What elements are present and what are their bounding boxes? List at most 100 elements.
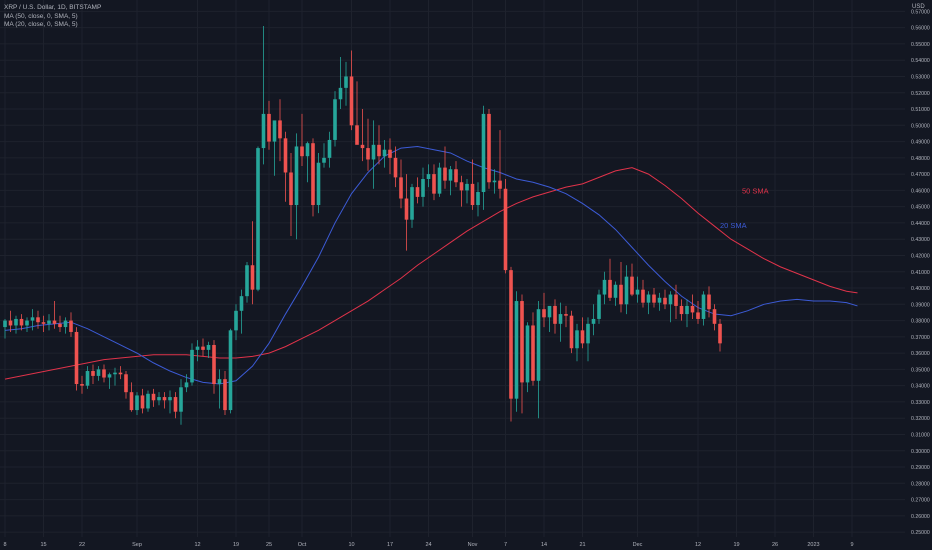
candle-body	[278, 120, 282, 139]
candle-body	[322, 157, 326, 163]
candle	[217, 369, 222, 409]
candle-body	[454, 169, 458, 183]
candle	[536, 301, 541, 419]
candle	[338, 56, 343, 110]
candle-body	[8, 320, 13, 326]
grid	[0, 0, 905, 537]
candle-body	[481, 113, 486, 193]
candle	[652, 288, 656, 308]
candle	[553, 299, 557, 334]
x-tick-label: 14	[541, 542, 547, 548]
candle	[25, 317, 29, 332]
candle	[267, 100, 271, 150]
y-tick-label: 0.44000	[911, 221, 930, 227]
candle-body	[195, 346, 200, 350]
candle	[514, 291, 519, 412]
candle-body	[718, 323, 722, 344]
candle	[272, 120, 277, 176]
candle-body	[685, 305, 689, 315]
candle	[432, 164, 436, 201]
candle	[613, 281, 618, 306]
candle-body	[432, 174, 436, 194]
candle-body	[569, 315, 574, 349]
candle	[382, 139, 387, 168]
candle	[201, 338, 205, 357]
x-tick-label: 9	[850, 542, 853, 548]
candle	[349, 50, 354, 131]
candle-body	[509, 270, 513, 399]
x-tick-label: 26	[772, 542, 778, 548]
candle-body	[118, 372, 123, 375]
legend-ma50[interactable]: MA (50, close, 0, SMA, 5)	[4, 12, 78, 20]
y-tick-label: 0.27000	[911, 498, 930, 504]
candle-body	[421, 179, 425, 197]
legend-symbol[interactable]: XRP / U.S. Dollar, 1D, BITSTAMP	[4, 4, 102, 11]
candle	[701, 291, 706, 326]
annotation-label: 50 SMA	[742, 187, 769, 196]
legend-ma20[interactable]: MA (20, close, 0, SMA, 5)	[4, 21, 78, 28]
candle	[410, 183, 414, 228]
candle	[261, 26, 266, 165]
candle-body	[679, 305, 684, 315]
candle	[179, 379, 183, 425]
candle-body	[525, 325, 530, 383]
candle-body	[459, 182, 464, 191]
candle-body	[349, 76, 354, 126]
candle-body	[173, 397, 178, 412]
candle-body	[333, 99, 337, 140]
candle-body	[52, 320, 57, 324]
ma20-layer	[4, 145, 858, 385]
candle-body	[14, 318, 18, 326]
y-tick-label: 0.37000	[911, 335, 930, 341]
candle	[542, 292, 546, 328]
candle	[465, 179, 469, 204]
candle-body	[437, 167, 442, 194]
candle	[690, 294, 695, 319]
time-axis[interactable]: 8 15 22 Sep 12 19 25 Oct 10 17 24 Nov 7 14 21 Dec 12 19 26…	[3, 542, 853, 548]
candle-body	[360, 144, 365, 149]
candle	[437, 162, 442, 197]
candle-body	[316, 162, 321, 206]
candle-body	[129, 392, 134, 411]
candle	[102, 364, 106, 383]
candle	[575, 323, 579, 362]
ma20-line	[4, 145, 858, 385]
candle-body	[547, 305, 552, 318]
candle	[173, 392, 178, 419]
candle-body	[25, 320, 29, 326]
candle-body	[696, 312, 700, 319]
candle	[278, 99, 282, 162]
candle	[212, 340, 216, 394]
candle-body	[399, 177, 403, 199]
y-tick-label: 0.35000	[911, 367, 930, 373]
candle	[52, 301, 57, 329]
x-tick-label: Nov	[468, 542, 478, 548]
candle-body	[91, 371, 95, 376]
candle-body	[531, 325, 535, 381]
y-tick-label: 0.55000	[911, 42, 930, 48]
candle-body	[267, 113, 271, 142]
candle-body	[470, 183, 475, 206]
y-tick-label: 0.34000	[911, 384, 930, 390]
candle-body	[168, 397, 172, 401]
candle-body	[542, 309, 546, 318]
candle	[74, 327, 79, 391]
candle-body	[498, 180, 502, 189]
candle-body	[190, 349, 194, 383]
candle	[322, 143, 326, 168]
candle-body	[371, 144, 376, 160]
price-axis[interactable]: 0.25000 0.26000 0.27000 0.28000 0.29000 0.300…	[911, 9, 930, 536]
candle	[294, 133, 299, 240]
candle	[668, 291, 673, 323]
candle	[619, 261, 623, 313]
candle-body	[80, 384, 84, 386]
candle-body	[96, 369, 101, 376]
candle-body	[47, 320, 51, 324]
candle-body	[294, 146, 299, 206]
candle-body	[157, 397, 161, 401]
candle	[646, 291, 651, 315]
candle-body	[140, 395, 145, 409]
x-tick-label: 15	[40, 542, 46, 548]
candle	[630, 263, 634, 297]
